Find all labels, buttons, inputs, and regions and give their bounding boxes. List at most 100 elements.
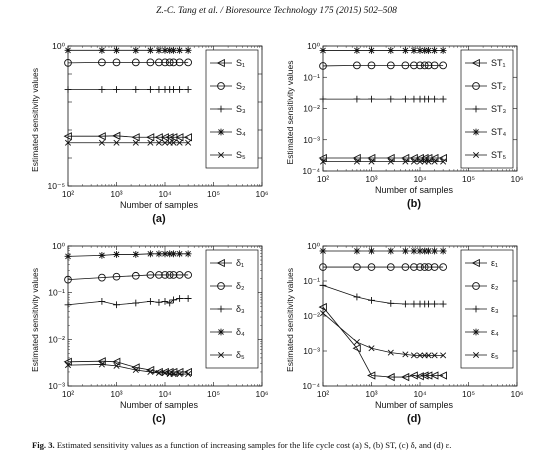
legend-label: ST₂ <box>491 81 507 91</box>
data-point <box>387 95 395 103</box>
data-point <box>155 46 163 54</box>
data-point <box>439 47 447 54</box>
data-point <box>113 251 120 258</box>
legend-marker <box>217 151 225 159</box>
data-point <box>113 362 120 369</box>
legend-marker <box>472 151 480 159</box>
data-point <box>425 95 432 103</box>
legend-label: S₃ <box>236 104 246 114</box>
panel-label: (c) <box>152 413 166 425</box>
data-point <box>368 95 375 103</box>
legend-marker <box>471 58 480 68</box>
y-tick-label: 10⁻¹ <box>303 276 320 286</box>
data-point <box>438 371 447 380</box>
data-point <box>386 372 395 382</box>
data-point <box>431 47 438 54</box>
data-point <box>161 271 169 279</box>
data-point <box>170 46 177 54</box>
data-point <box>155 298 163 306</box>
data-point <box>112 58 121 67</box>
data-point <box>387 247 395 255</box>
x-axis-label: Number of samples <box>120 400 199 410</box>
data-point <box>430 371 439 380</box>
legend-label: ST₄ <box>491 127 507 137</box>
data-point <box>155 250 163 258</box>
x-tick-label: 10⁴ <box>413 389 426 399</box>
data-point <box>170 86 177 93</box>
x-tick-label: 10⁵ <box>207 189 220 199</box>
data-point <box>176 86 183 93</box>
legend-label: ε₁ <box>491 258 498 268</box>
series-5 <box>64 139 192 146</box>
data-point <box>155 86 163 93</box>
data-point <box>440 158 447 165</box>
y-tick-label: 10⁻³ <box>303 135 320 145</box>
data-point <box>170 250 177 258</box>
data-point <box>147 86 154 93</box>
series-5 <box>64 361 192 378</box>
series-2 <box>319 263 447 271</box>
data-point <box>367 153 376 163</box>
data-point <box>64 275 72 284</box>
data-point <box>439 300 447 308</box>
data-point <box>184 271 192 279</box>
data-point <box>416 61 424 70</box>
data-point <box>368 47 375 54</box>
data-point <box>132 139 139 146</box>
series-2 <box>64 58 192 67</box>
x-tick-label: 10⁵ <box>462 389 475 399</box>
legend-label: δ₄ <box>236 327 245 337</box>
data-point <box>425 247 432 255</box>
panel-label: (d) <box>407 413 421 425</box>
data-point <box>161 250 169 258</box>
data-point <box>430 153 439 163</box>
legend-marker <box>217 282 225 290</box>
data-point <box>319 47 327 54</box>
data-point <box>386 153 395 163</box>
data-point <box>63 132 72 141</box>
y-tick-label: 10⁻⁵ <box>48 181 65 191</box>
series-line <box>67 364 189 375</box>
data-point <box>176 371 183 378</box>
data-point <box>161 297 169 305</box>
data-point <box>176 295 183 302</box>
legend-label: ε₂ <box>491 281 499 291</box>
panel-label: (a) <box>152 213 166 225</box>
data-point <box>176 250 183 258</box>
data-point <box>161 369 169 377</box>
legend-label: δ₂ <box>236 281 245 291</box>
y-tick-label: 10⁻³ <box>303 346 320 356</box>
y-axis-label: Estimated sensitivity values <box>285 268 295 372</box>
data-point <box>420 371 429 380</box>
caption-text: Estimated sensitivity values as a functi… <box>56 440 452 450</box>
data-point <box>98 86 106 93</box>
data-point <box>132 299 140 307</box>
legend-label: S₁ <box>236 58 245 68</box>
data-point <box>402 47 409 54</box>
figure-caption: Fig. 3. Estimated sensitivity values as … <box>32 440 542 450</box>
legend-label: δ₃ <box>236 304 245 314</box>
data-point <box>160 133 169 142</box>
legend-marker <box>217 328 225 336</box>
series-1 <box>63 131 192 142</box>
data-point <box>185 139 192 146</box>
panel-a: 10² 10³ 10⁴ 10⁵ 10⁶ 10⁰ 10⁻⁵ Number of samples E… <box>30 41 268 225</box>
y-tick-label: 10⁻² <box>303 104 320 114</box>
data-point <box>98 297 106 305</box>
data-point <box>416 263 424 271</box>
data-point <box>410 263 418 271</box>
y-tick-label: 10⁻¹ <box>303 72 320 82</box>
data-point <box>410 95 418 103</box>
data-point <box>387 47 395 54</box>
data-point <box>98 273 106 282</box>
data-point <box>98 361 105 368</box>
x-tick-label: 10⁶ <box>256 189 269 199</box>
panel-d: 10² 10³ 10⁴ 10⁵ 10⁶ 10⁰ 10⁻¹ 10⁻² 10⁻³ 10⁻⁴ Number… <box>285 241 523 425</box>
x-axis-label: Number of samples <box>375 400 454 410</box>
data-point <box>420 263 429 271</box>
series-3 <box>64 86 192 93</box>
panel-b: 10² 10³ 10⁴ 10⁵ 10⁶ 10⁰ 10⁻¹ 10⁻² 10⁻³ 10⁻⁴ Number… <box>285 41 523 210</box>
data-point <box>184 295 192 302</box>
data-point <box>161 139 169 146</box>
data-point <box>175 271 184 279</box>
